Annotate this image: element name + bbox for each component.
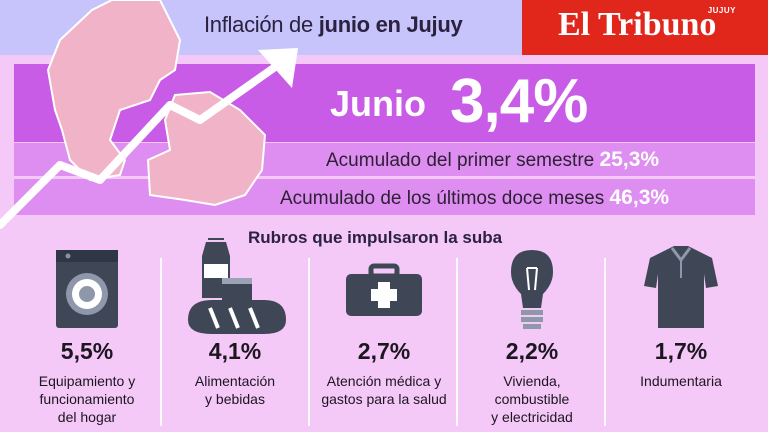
title-prefix: Inflación de — [204, 12, 319, 37]
food-icon — [160, 238, 310, 338]
label-line: Equipamiento y — [38, 373, 136, 389]
month-label: Junio — [330, 83, 426, 124]
divider — [308, 258, 310, 426]
label-line: Indumentaria — [640, 373, 722, 389]
divider — [160, 258, 162, 426]
category-item: 5,5% Equipamiento y funcionamiento del h… — [12, 0, 162, 432]
rubros-title: Rubros que impulsaron la suba — [248, 228, 503, 247]
brand-name: El Tribuno — [558, 6, 717, 43]
trend-arrow-icon — [0, 48, 298, 229]
category-value: 1,7% — [654, 338, 708, 364]
label-line: Alimentación — [194, 373, 276, 389]
washing-machine-icon — [12, 238, 162, 338]
label-line: Atención médica y — [326, 373, 442, 389]
year-band — [14, 179, 755, 215]
category-item: 4,1% Alimentación y bebidas — [160, 0, 310, 432]
category-label: Alimentación y bebidas — [160, 372, 310, 408]
category-item: 2,2% Vivienda, combustible y electricida… — [457, 0, 607, 432]
title-bold: junio en Jujuy — [318, 12, 463, 37]
label-line: gastos para la salud — [321, 391, 447, 407]
page-title: Inflación de junio en Jujuy — [204, 12, 463, 38]
month-inflation-value: 3,4% — [450, 67, 588, 136]
light-bulb-icon — [457, 238, 607, 338]
category-item: 1,7% Indumentaria — [606, 0, 756, 432]
category-label: Equipamiento y funcionamiento del hogar — [12, 372, 162, 426]
province-map-icon — [46, 0, 267, 207]
brand-tag: JUJUY — [707, 6, 736, 15]
semester-band — [14, 143, 755, 176]
label-line: y electricidad — [491, 409, 573, 425]
year-value: 46,3% — [609, 186, 670, 209]
category-item: 2,7% Atención médica y gastos para la sa… — [309, 0, 459, 432]
category-value: 5,5% — [60, 338, 114, 364]
divider — [456, 258, 458, 426]
label-line: Vivienda, — [503, 373, 561, 389]
brand-logo: El Tribuno JUJUY — [522, 0, 768, 55]
category-label: Vivienda, combustible y electricidad — [457, 372, 607, 426]
semester-label: Acumulado del primer semestre — [326, 150, 600, 171]
semester-accumulated: Acumulado del primer semestre 25,3% — [326, 148, 659, 172]
category-value: 2,7% — [357, 338, 411, 364]
category-value: 2,2% — [505, 338, 559, 364]
semester-value: 25,3% — [599, 148, 660, 171]
year-label: Acumulado de los últimos doce meses — [280, 188, 610, 209]
label-line: y bebidas — [205, 391, 265, 407]
category-label: Indumentaria — [606, 372, 756, 390]
divider — [604, 258, 606, 426]
label-line: combustible — [494, 391, 570, 407]
category-label: Atención médica y gastos para la salud — [309, 372, 459, 408]
label-line: del hogar — [57, 409, 117, 425]
first-aid-kit-icon — [309, 238, 459, 338]
label-line: funcionamiento — [39, 391, 135, 407]
category-value: 4,1% — [208, 338, 262, 364]
shirt-icon — [606, 238, 756, 338]
year-accumulated: Acumulado de los últimos doce meses 46,3… — [280, 186, 669, 210]
